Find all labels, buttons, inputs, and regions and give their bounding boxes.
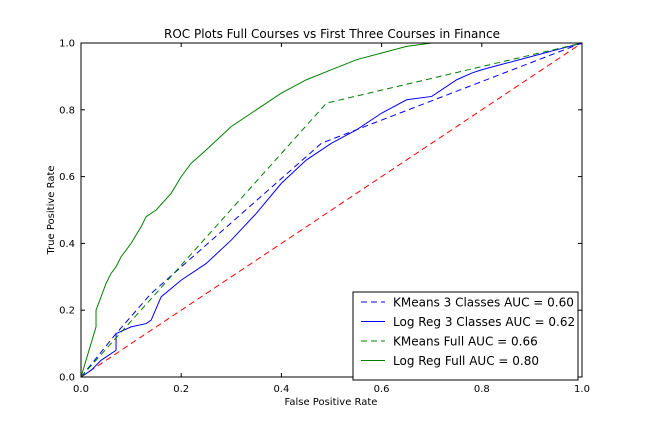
legend-entry: KMeans 3 Classes AUC = 0.60 (393, 296, 574, 310)
y-axis-label: True Positive Rate (46, 165, 57, 255)
legend-box (352, 291, 579, 381)
x-axis-label: False Positive Rate (285, 397, 378, 408)
legend-entry: KMeans Full AUC = 0.66 (393, 335, 538, 349)
x-tick-label: 1.0 (574, 384, 590, 395)
x-tick-label: 0.4 (273, 384, 289, 395)
x-tick-label: 0.0 (73, 384, 89, 395)
x-tick-label: 0.2 (173, 384, 189, 395)
y-tick-label: 0.0 (59, 373, 75, 384)
legend: KMeans 3 Classes AUC = 0.60 Log Reg 3 Cla… (352, 291, 579, 381)
y-tick-label: 1.0 (59, 39, 75, 50)
axes-frame (80, 42, 583, 378)
x-tick-label: 0.8 (474, 384, 490, 395)
y-tick-label: 0.4 (59, 239, 75, 250)
y-tick-label: 0.8 (59, 105, 75, 116)
series-line-3 (80, 42, 583, 378)
series-line-2 (80, 42, 583, 378)
y-axis-ticks: 0.0 0.2 0.4 0.6 0.8 1.0 (59, 39, 582, 384)
y-tick-label: 0.2 (59, 306, 75, 317)
legend-entry: Log Reg Full AUC = 0.80 (393, 354, 539, 368)
y-tick-label: 0.6 (59, 172, 75, 183)
chart-title: ROC Plots Full Courses vs First Three Co… (164, 27, 500, 41)
chance-line (80, 42, 583, 378)
legend-entry: Log Reg 3 Classes AUC = 0.62 (393, 315, 575, 329)
x-tick-label: 0.6 (374, 384, 390, 395)
